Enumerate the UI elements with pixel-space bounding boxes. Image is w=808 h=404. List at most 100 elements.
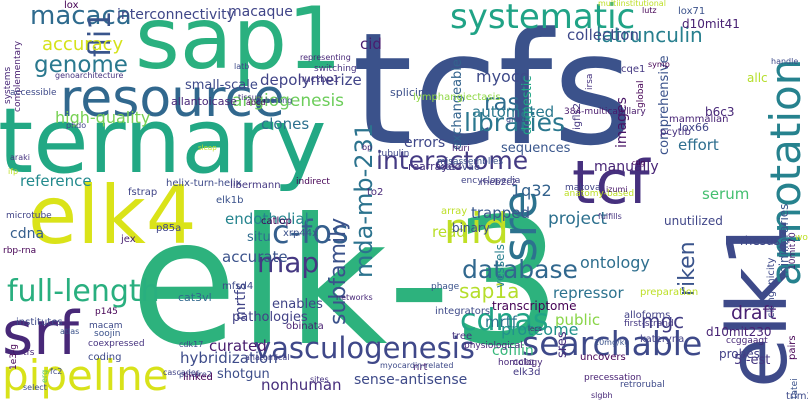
- cloud-word: situ: [247, 230, 271, 245]
- cloud-word: allc: [747, 71, 768, 85]
- cloud-word: pcytlb: [660, 127, 691, 138]
- cloud-word: ctlg: [632, 159, 645, 167]
- cloud-word: nrt: [413, 362, 427, 373]
- cloud-word: sites: [310, 375, 329, 384]
- cloud-word: mgc: [641, 309, 684, 333]
- cloud-word: wound: [795, 233, 808, 243]
- cloud-word: repressor: [553, 284, 624, 302]
- cloud-word: myocd: [476, 67, 530, 86]
- cloud-word: d10mit41: [682, 17, 740, 31]
- cloud-word: small-scale: [185, 78, 258, 93]
- cloud-word: d10mit230: [706, 325, 772, 339]
- cloud-word: grwd: [506, 115, 526, 124]
- cloud-word: coexpressed: [88, 339, 145, 349]
- cloud-word: 384-multicapillary: [564, 107, 646, 117]
- cloud-word: mfsd4: [222, 281, 253, 292]
- cloud-word: mda-mb-231: [350, 123, 378, 278]
- cloud-word: coding: [88, 352, 121, 363]
- cloud-word: ifp: [8, 167, 18, 176]
- cloud-word: fulfills: [598, 212, 622, 221]
- cloud-word: interactome: [376, 146, 528, 175]
- cloud-word: fstrap: [128, 187, 157, 198]
- cloud-word: tfs: [23, 348, 35, 358]
- cloud-word: phdo: [66, 121, 86, 130]
- cloud-word: irsa: [585, 74, 595, 90]
- cloud-word: domestic: [520, 76, 535, 136]
- cloud-word: trim2a: [786, 391, 808, 402]
- cloud-word: mammalian: [669, 114, 729, 125]
- cloud-word: jex: [120, 234, 136, 245]
- cloud-word: annotation: [761, 59, 808, 286]
- cloud-word: public: [555, 311, 600, 329]
- cloud-word: select: [23, 383, 47, 392]
- cloud-word: sres: [555, 331, 570, 358]
- cloud-word: ccggaagt: [726, 336, 768, 346]
- cloud-word: cascades: [163, 368, 200, 377]
- cloud-word: elk4: [28, 169, 197, 262]
- cloud-word: shotgun: [217, 367, 270, 382]
- cloud-word: srf: [2, 299, 81, 369]
- cloud-word: sap1a: [459, 279, 519, 303]
- cloud-word: xrp44x: [283, 228, 318, 239]
- cloud-word: read: [432, 223, 466, 241]
- cloud-word: obinata: [286, 321, 324, 332]
- cloud-word: transcriptome: [492, 299, 576, 313]
- cloud-word: sequences: [501, 141, 571, 156]
- cloud-word: ternary: [0, 89, 327, 194]
- cloud-word: soojin: [94, 329, 120, 339]
- cloud-word: microtube: [6, 211, 52, 221]
- cloud-word: rhesus: [740, 234, 780, 248]
- cloud-word: elk1: [711, 215, 806, 388]
- cloud-word: precessation: [584, 373, 641, 383]
- cloud-word: symp: [648, 60, 670, 69]
- cloud-word: errors: [404, 135, 445, 151]
- cloud-word: pairs: [787, 335, 798, 360]
- cloud-word: macam: [89, 321, 123, 331]
- cloud-word: tubulin: [378, 149, 409, 159]
- cloud-word: helix-turn-helix: [166, 178, 242, 189]
- cloud-word: latrunculin: [596, 23, 703, 47]
- cloud-word: abcd: [246, 98, 265, 107]
- cloud-word: cdnas: [460, 303, 549, 338]
- cloud-word: enables: [272, 297, 323, 312]
- cloud-word: cid: [360, 35, 382, 53]
- cloud-word: lox66: [679, 121, 709, 134]
- cloud-word: retrorubal: [620, 380, 665, 390]
- cloud-word: latb: [234, 62, 249, 71]
- cloud-word: lecs: [528, 325, 542, 333]
- cloud-word: map: [257, 246, 319, 279]
- cloud-word: switching: [314, 64, 357, 74]
- cloud-word: libermann: [230, 180, 281, 191]
- cloud-word: systematic: [450, 0, 635, 37]
- cloud-word: automated: [472, 103, 554, 121]
- cloud-word: makova: [565, 183, 601, 193]
- cloud-word: fli1: [83, 11, 118, 57]
- cloud-word: c-fos: [272, 213, 349, 251]
- cloud-word: endothelial: [225, 210, 309, 228]
- cloud-word: 1q32: [511, 181, 552, 200]
- cloud-word: resource: [60, 69, 285, 129]
- cloud-word: comprehensive: [657, 55, 672, 155]
- cloud-word: libraries: [464, 108, 565, 137]
- cloud-word: reference: [20, 172, 92, 190]
- cloud-word: elk-3: [130, 182, 562, 385]
- cloud-word: sense-antisense: [354, 372, 467, 388]
- cloud-word: genoarchitecture: [55, 71, 123, 80]
- cloud-word: b6c3: [705, 105, 734, 119]
- cloud-word: binary: [452, 221, 490, 235]
- cloud-word: unutilized: [664, 214, 723, 228]
- cloud-word: sap1: [135, 0, 342, 89]
- cloud-word: searchable: [522, 324, 702, 363]
- cloud-word: p85a: [156, 223, 181, 234]
- cloud-word: tissue: [238, 93, 262, 102]
- cloud-word: myocardin-related: [380, 361, 453, 370]
- cloud-word: physiological: [464, 341, 523, 351]
- cloud-word: proteome: [501, 320, 579, 339]
- cloud-word: angiogenesis: [232, 91, 344, 111]
- cloud-word: vasculogenesis: [254, 331, 475, 365]
- cloud-word: accuracy: [42, 34, 124, 55]
- cloud-word: mrtf: [485, 313, 518, 331]
- cloud-word: institutes: [16, 317, 63, 328]
- cloud-word: representing: [300, 53, 351, 62]
- cloud-word: trapped: [471, 204, 530, 222]
